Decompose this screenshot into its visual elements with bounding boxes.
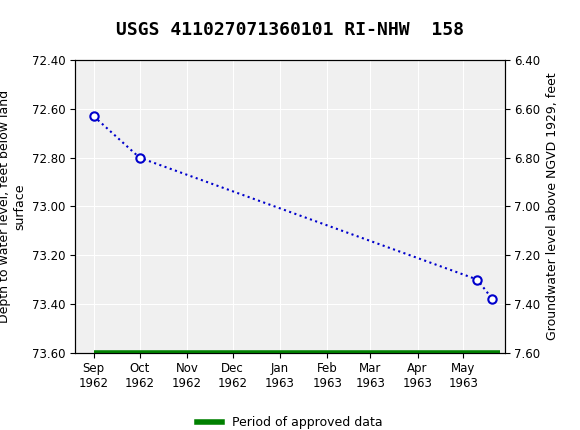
Legend: Period of approved data: Period of approved data	[192, 411, 388, 430]
Y-axis label: Groundwater level above NGVD 1929, feet: Groundwater level above NGVD 1929, feet	[546, 73, 559, 340]
Text: USGS 411027071360101 RI-NHW  158: USGS 411027071360101 RI-NHW 158	[116, 21, 464, 39]
Y-axis label: Depth to water level, feet below land
surface: Depth to water level, feet below land su…	[0, 90, 27, 323]
Text: ≡USGS: ≡USGS	[3, 6, 57, 24]
